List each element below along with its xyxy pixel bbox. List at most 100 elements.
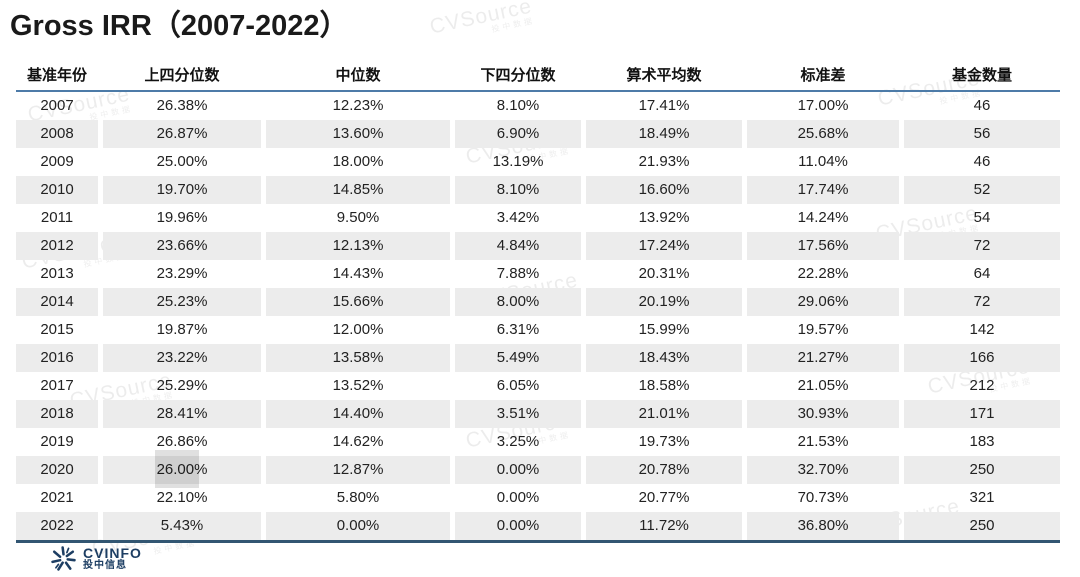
watermark-text: CVSource xyxy=(427,0,535,39)
table-row: 2012 23.66% 12.13% 4.84% 17.24% 17.56% 72 xyxy=(16,232,1060,260)
table-cell: 17.41% xyxy=(638,97,690,114)
table-cell: 21.93% xyxy=(638,153,690,170)
column-header: 下四分位数 xyxy=(480,67,556,84)
table-cell: 20.31% xyxy=(638,265,690,282)
table-cell: 70.73% xyxy=(797,489,849,506)
table-cell: 64 xyxy=(973,265,991,282)
table-row: 2007 26.38% 12.23% 8.10% 17.41% 17.00% 46 xyxy=(16,92,1060,120)
table-cell: 20.78% xyxy=(586,456,742,484)
table-bottom-border xyxy=(16,540,1060,543)
table-cell: 171 xyxy=(904,400,1060,428)
table-cell: 8.00% xyxy=(455,288,581,316)
table-cell: 7.88% xyxy=(496,265,540,282)
column-header: 标准差 xyxy=(800,67,846,84)
table-cell: 0.00% xyxy=(455,512,581,540)
table-row: 2014 25.23% 15.66% 8.00% 20.19% 29.06% 72 xyxy=(16,288,1060,316)
table-cell: 17.74% xyxy=(747,176,899,204)
table-cell: 19.87% xyxy=(156,321,208,338)
table-cell: 23.66% xyxy=(103,232,261,260)
table-cell: 72 xyxy=(904,288,1060,316)
table-cell: 3.42% xyxy=(496,209,540,226)
table-cell: 26.87% xyxy=(103,120,261,148)
table-cell: 18.49% xyxy=(586,120,742,148)
logo-name: CVINFO xyxy=(83,544,142,561)
logo-subname: 投中信息 xyxy=(83,559,127,571)
table-cell: 32.70% xyxy=(747,456,899,484)
table-cell: 14.43% xyxy=(332,265,384,282)
table-cell: 5.80% xyxy=(336,489,380,506)
table-cell: 166 xyxy=(904,344,1060,372)
table-cell: 21.53% xyxy=(797,433,849,450)
table-cell: 46 xyxy=(973,97,991,114)
table-cell: 13.92% xyxy=(638,209,690,226)
table-cell: 26.86% xyxy=(156,433,208,450)
table-cell: 4.84% xyxy=(455,232,581,260)
irr-table: 基准年份 上四分位数 中位数 下四分位数 算术平均数 标准差 基金数量 2007 26.38%… xyxy=(16,62,1060,543)
table-cell: 18.00% xyxy=(332,153,384,170)
table-cell: 25.23% xyxy=(103,288,261,316)
table-cell: 212 xyxy=(969,377,995,394)
table-cell: 16.60% xyxy=(586,176,742,204)
table-cell: 5.49% xyxy=(455,344,581,372)
table-cell: 11.04% xyxy=(798,153,848,170)
table-cell: 19.57% xyxy=(797,321,849,338)
table-cell: 6.05% xyxy=(496,377,540,394)
table-cell: 72 xyxy=(904,232,1060,260)
table-row: 2020 26.00% 12.87% 0.00% 20.78% 32.70% 250 xyxy=(16,456,1060,484)
footer-logo: CVINFO 投中信息 xyxy=(50,545,142,572)
table-cell: 19.73% xyxy=(638,433,690,450)
table-cell: 22.28% xyxy=(797,265,849,282)
column-header: 基准年份 xyxy=(26,67,87,84)
table-cell: 13.52% xyxy=(332,377,384,394)
year-cell: 2013 xyxy=(40,265,74,282)
year-cell: 2019 xyxy=(40,433,74,450)
table-cell: 21.05% xyxy=(797,377,849,394)
table-cell: 20.19% xyxy=(586,288,742,316)
column-header: 基金数量 xyxy=(951,67,1012,84)
table-cell: 250 xyxy=(904,512,1060,540)
table-cell: 17.56% xyxy=(747,232,899,260)
column-header: 算术平均数 xyxy=(626,67,702,84)
table-cell: 17.24% xyxy=(586,232,742,260)
table-row: 2016 23.22% 13.58% 5.49% 18.43% 21.27% 166 xyxy=(16,344,1060,372)
table-cell: 20.77% xyxy=(638,489,690,506)
table-cell: 13.19% xyxy=(492,153,544,170)
table-cell: 0.00% xyxy=(266,512,450,540)
table-row: 2009 25.00% 18.00% 13.19% 21.93% 11.04% 46 xyxy=(16,148,1060,176)
watermark-subtext: 投中数据 xyxy=(490,16,536,35)
page-title: Gross IRR（2007-2022） xyxy=(10,10,349,42)
year-cell: 2014 xyxy=(16,288,98,316)
table-cell: 18.43% xyxy=(586,344,742,372)
table-cell: 3.25% xyxy=(496,433,540,450)
table-cell: 28.41% xyxy=(103,400,261,428)
table-cell: 26.00% xyxy=(103,456,261,484)
table-cell: 6.90% xyxy=(455,120,581,148)
table-cell: 13.58% xyxy=(266,344,450,372)
table-cell: 8.10% xyxy=(496,97,540,114)
table-cell: 321 xyxy=(969,489,995,506)
table-cell: 183 xyxy=(969,433,995,450)
table-cell: 52 xyxy=(904,176,1060,204)
table-row: 2015 19.87% 12.00% 6.31% 15.99% 19.57% 142 xyxy=(16,316,1060,344)
table-cell: 26.38% xyxy=(156,97,208,114)
year-cell: 2009 xyxy=(40,153,74,170)
table-header-row: 基准年份 上四分位数 中位数 下四分位数 算术平均数 标准差 基金数量 xyxy=(16,62,1060,90)
table-cell: 6.31% xyxy=(496,321,540,338)
table-cell: 12.00% xyxy=(332,321,384,338)
table-cell: 22.10% xyxy=(156,489,208,506)
table-cell: 19.70% xyxy=(103,176,261,204)
table-cell: 0.00% xyxy=(496,489,540,506)
table-cell: 30.93% xyxy=(747,400,899,428)
table-cell: 36.80% xyxy=(747,512,899,540)
table-cell: 18.58% xyxy=(638,377,690,394)
table-row: 2017 25.29% 13.52% 6.05% 18.58% 21.05% 212 xyxy=(16,372,1060,400)
table-cell: 12.23% xyxy=(332,97,384,114)
cvinfo-pinwheel-icon xyxy=(51,546,76,571)
year-cell: 2008 xyxy=(16,120,98,148)
table-cell: 142 xyxy=(969,321,995,338)
table-cell: 56 xyxy=(904,120,1060,148)
column-header: 中位数 xyxy=(335,67,381,84)
table-cell: 25.00% xyxy=(156,153,208,170)
year-cell: 2015 xyxy=(40,321,74,338)
year-cell: 2018 xyxy=(16,400,98,428)
